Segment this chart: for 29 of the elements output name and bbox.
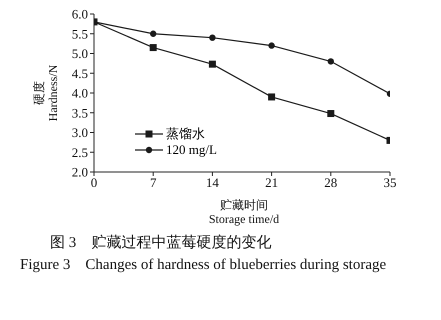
y-tick-label: 4.0 bbox=[72, 86, 88, 101]
legend-label: 120 mg/L bbox=[166, 142, 217, 158]
point bbox=[150, 30, 156, 37]
point bbox=[209, 34, 216, 41]
point bbox=[328, 58, 334, 65]
y-tick-label: 6.0 bbox=[72, 6, 88, 22]
y-tick-label: 5.0 bbox=[72, 46, 88, 62]
legend-label: 蒸馏水 bbox=[166, 126, 205, 142]
x-tick-label: 35 bbox=[384, 175, 396, 190]
y-tick-label: 2.5 bbox=[72, 144, 88, 160]
x-tick-label: 14 bbox=[206, 175, 220, 190]
point bbox=[208, 60, 216, 68]
x-tick-label: 28 bbox=[324, 175, 338, 190]
y-tick-label: 3.0 bbox=[72, 125, 88, 140]
caption: 图 3 贮藏过程中蓝莓硬度的变化 bbox=[49, 233, 272, 253]
caption: Figure 3 Changes of hardness of blueberries during storage bbox=[20, 256, 388, 275]
y-axis-title: 硬度 Hardness/N bbox=[32, 64, 60, 122]
y-tick-label: 4.5 bbox=[72, 66, 88, 81]
point bbox=[268, 93, 276, 100]
point bbox=[268, 42, 275, 49]
y-tick-label: 5.5 bbox=[72, 26, 88, 42]
point bbox=[327, 110, 334, 118]
x-axis-title: 贮藏时间 Storage time/d bbox=[208, 198, 280, 226]
x-tick-label: 0 bbox=[90, 175, 98, 190]
x-tick-label: 21 bbox=[265, 175, 278, 190]
x-tick-label: 7 bbox=[150, 175, 157, 190]
y-tick-label: 2.0 bbox=[72, 164, 88, 180]
y-tick-label: 3.5 bbox=[72, 105, 88, 120]
point bbox=[150, 44, 157, 52]
